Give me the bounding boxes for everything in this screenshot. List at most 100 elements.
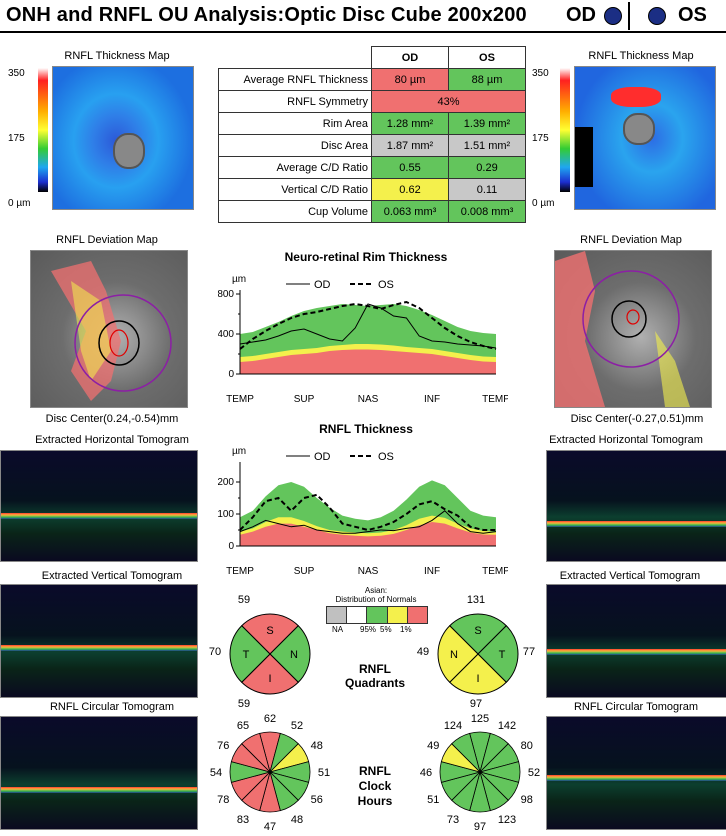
- normal-band-1: [240, 522, 496, 546]
- metric-od-value: 1.28 mm²: [371, 112, 449, 135]
- quadrants-title-line2: Quadrants: [344, 676, 405, 690]
- table-row: Rim Area 1.28 mm² 1.39 mm²: [218, 112, 526, 135]
- clock-hour-value: 46: [420, 767, 432, 779]
- legend-label-5: 5%: [380, 625, 392, 634]
- metric-os-value: 0.29: [448, 156, 526, 179]
- thickness-map-os-title: RNFL Thickness Map: [588, 50, 694, 62]
- clock-hour-value: 98: [521, 794, 533, 806]
- thickness-map-od-title: RNFL Thickness Map: [64, 50, 170, 62]
- legend-label-95: 95%: [360, 625, 377, 634]
- vertical-tomogram-od-title: Extracted Vertical Tomogram: [41, 570, 183, 582]
- deviation-overlay-od: [51, 261, 172, 401]
- clock-hour-value: 97: [474, 821, 486, 833]
- disc-center-os: Disc Center(-0.27,0.51)mm: [570, 413, 704, 425]
- thickness-color-scale-os: [560, 68, 570, 192]
- table-row: Vertical C/D Ratio 0.62 0.11: [218, 178, 526, 201]
- od-quadrant-t-value: 70: [208, 646, 222, 658]
- thick-region-superior: [611, 87, 661, 107]
- metric-od-value: 0.55: [371, 156, 449, 179]
- horizontal-tomogram-os-title: Extracted Horizontal Tomogram: [549, 434, 703, 446]
- y-tick-label: 0: [228, 369, 234, 380]
- clock-hour-value: 123: [498, 814, 516, 826]
- x-tick-label: INF: [424, 566, 440, 577]
- clock-hours-title: RNFL Clock Hours: [330, 764, 420, 809]
- clock-hour-value: 54: [210, 767, 222, 779]
- y-axis-label: µm: [232, 446, 246, 457]
- normals-legend-title-line1: Asian:: [364, 586, 388, 595]
- clock-hour-value: 76: [217, 740, 229, 752]
- vertical-tomogram-os: [546, 584, 726, 698]
- rnfl-thickness-chart: 0 100 200 µm TEMP SUP NAS INF TEMP OD OS: [218, 446, 508, 577]
- x-tick-label: TEMP: [226, 394, 254, 405]
- quadrant-sector: [437, 625, 479, 683]
- metrics-table: OD OS Average RNFL Thickness 80 µm 88 µm…: [218, 46, 526, 223]
- unavailable-region: [575, 127, 593, 187]
- y-axis-label: µm: [232, 274, 246, 285]
- quadrant-letter: I: [476, 673, 479, 685]
- deviation-overlay-os: [555, 251, 690, 407]
- quadrant-letter: N: [290, 649, 298, 661]
- clock-hour-value: 65: [237, 720, 249, 732]
- metric-od-value: 0.62: [371, 178, 449, 201]
- scale-max-od: 350: [8, 68, 25, 79]
- x-tick-label: NAS: [358, 394, 379, 405]
- quadrant-sector: [449, 613, 507, 655]
- series-line-os: [239, 493, 496, 532]
- normal-band-1: [240, 349, 496, 374]
- x-tick-label: SUP: [294, 394, 315, 405]
- thickness-map-od: [52, 66, 194, 210]
- legend-label-1: 1%: [400, 625, 412, 634]
- rim-thickness-chart: 0 400 800 µm TEMP SUP NAS INF TEMP OD OS: [218, 274, 508, 405]
- table-row: Cup Volume 0.063 mm³ 0.008 mm³: [218, 200, 526, 223]
- metric-od-value: 1.87 mm²: [371, 134, 449, 157]
- x-tick-label: SUP: [294, 566, 315, 577]
- scale-mid-os: 175: [532, 133, 549, 144]
- deviation-map-od-title: RNFL Deviation Map: [56, 234, 158, 246]
- os-eye-icon: [648, 7, 666, 25]
- disc-center-od: Disc Center(0.24,-0.54)mm: [45, 413, 179, 425]
- metric-os-value: 1.39 mm²: [448, 112, 526, 135]
- clock-hour-sector: [451, 732, 481, 774]
- metrics-col-od: OD: [371, 46, 449, 69]
- clock-hour-sector: [241, 732, 271, 774]
- metric-os-value: 88 µm: [448, 68, 526, 91]
- scale-min-os: 0 µm: [532, 198, 555, 209]
- os-clock-hours-chart: 125 142 80 52 98 123 97 73 51 46 49 124: [420, 713, 540, 833]
- legend-swatch-na: [327, 607, 348, 623]
- quadrant-letter: N: [450, 649, 458, 661]
- y-tick-label: 400: [218, 329, 234, 340]
- legend-swatch-normal: [347, 607, 368, 623]
- clock-hour-value: 52: [528, 767, 540, 779]
- clock-hour-value: 125: [471, 713, 489, 725]
- metric-name: RNFL Symmetry: [218, 90, 372, 113]
- os-quadrant-i-value: 97: [469, 698, 483, 710]
- metric-name: Average C/D Ratio: [218, 156, 372, 179]
- rnfl-chart-title: RNFL Thickness: [319, 422, 413, 436]
- clock-hour-value: 56: [311, 794, 323, 806]
- table-row: Average RNFL Thickness 80 µm 88 µm: [218, 68, 526, 91]
- clock-hour-value: 51: [318, 767, 330, 779]
- y-tick-label: 0: [228, 541, 234, 552]
- series-line-od: [239, 303, 497, 349]
- series-line-od: [239, 510, 497, 534]
- clock-hours-title-line1: RNFL: [359, 764, 391, 778]
- clock-hour-value: 47: [264, 821, 276, 833]
- normals-legend-title: Asian: Distribution of Normals: [326, 586, 426, 604]
- series-line-os: [239, 300, 497, 350]
- quadrant-letter: T: [243, 649, 250, 661]
- x-tick-label: INF: [424, 394, 440, 405]
- header-divider: [628, 2, 630, 30]
- os-quadrant-chart: S T I N: [437, 613, 519, 695]
- circular-tomogram-os: [546, 716, 726, 830]
- clock-hour-value: 142: [498, 720, 516, 732]
- circular-tomogram-od: [0, 716, 198, 830]
- quadrant-sector: [449, 653, 507, 695]
- header-rule: [0, 31, 726, 33]
- clock-hour-value: 80: [521, 740, 533, 752]
- od-clock-hours-chart: 62 52 48 51 56 48 47 83 78 54 76 65: [210, 713, 330, 833]
- report-header: ONH and RNFL OU Analysis:Optic Disc Cube…: [0, 0, 726, 32]
- quadrant-sector: [229, 625, 271, 683]
- clock-hour-value: 51: [427, 794, 439, 806]
- horizontal-tomogram-od: [0, 450, 198, 562]
- metric-os-value: 1.51 mm²: [448, 134, 526, 157]
